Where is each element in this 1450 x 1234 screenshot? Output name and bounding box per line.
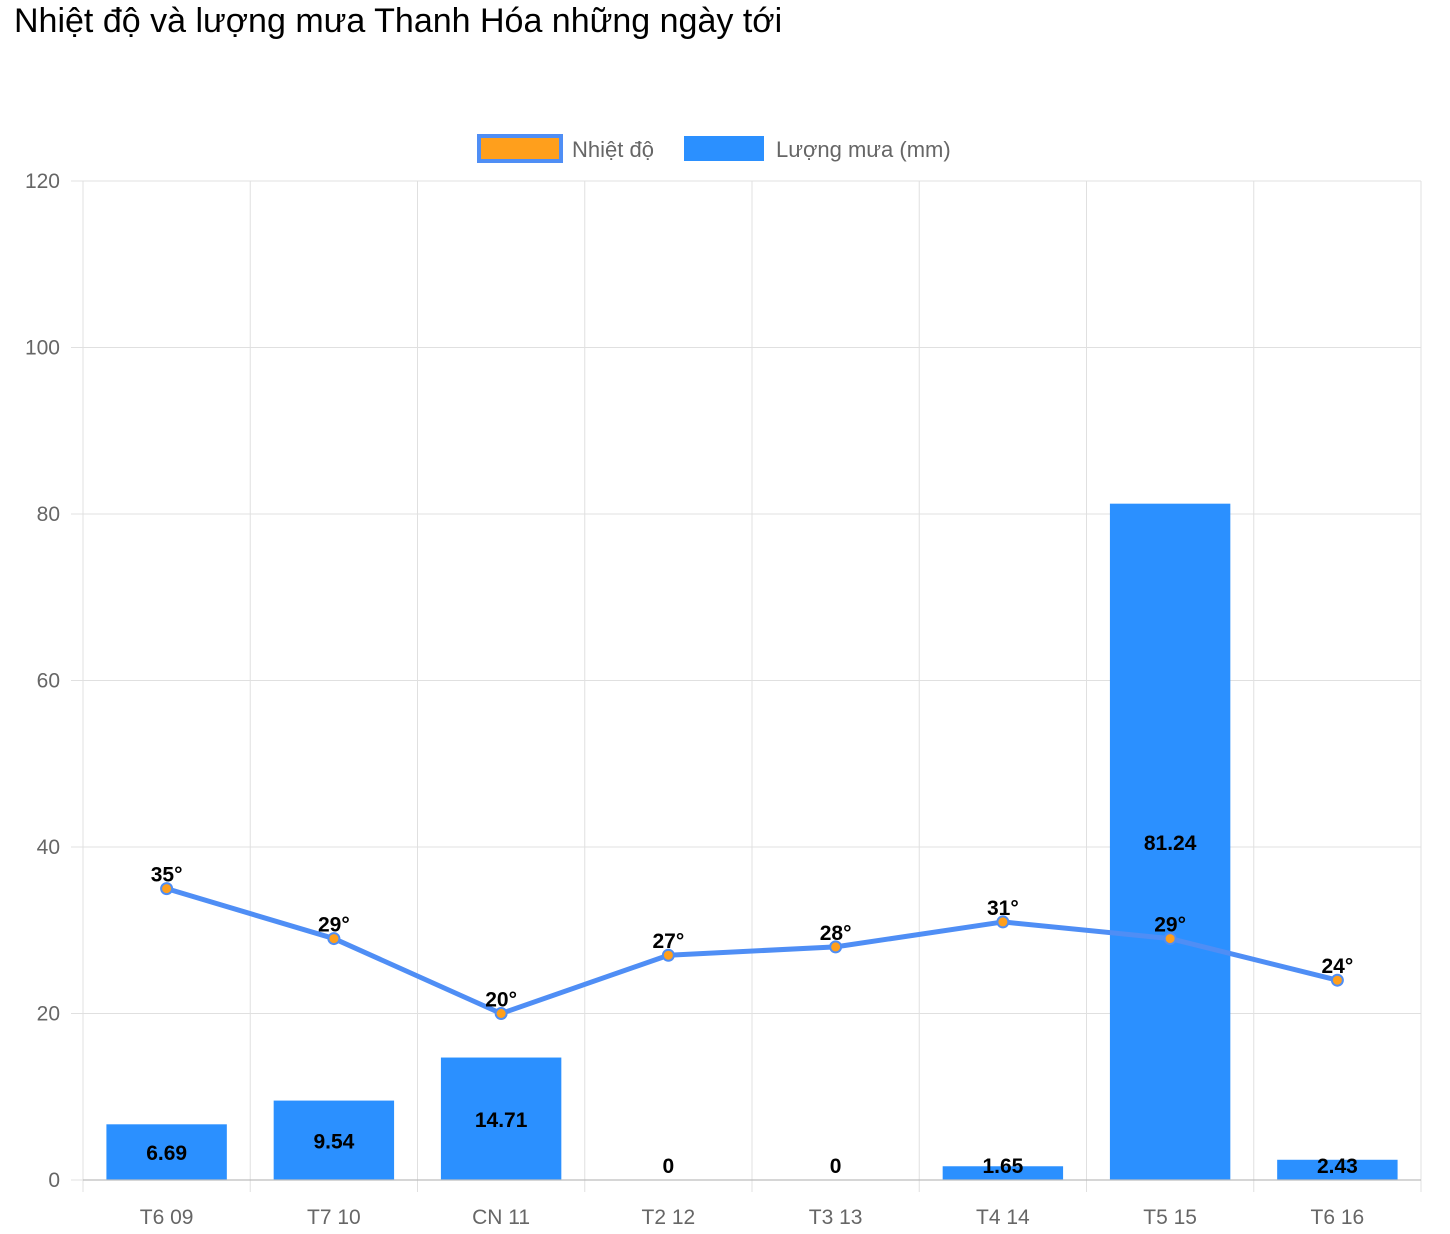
temperature-value-label: 20°	[485, 989, 517, 1012]
x-tick-label: T6 09	[140, 1206, 194, 1229]
temperature-value-label: 29°	[1154, 914, 1186, 937]
y-tick-label: 40	[37, 836, 60, 859]
y-tick-label: 120	[25, 170, 60, 193]
chart-title: Nhiệt độ và lượng mưa Thanh Hóa những ng…	[14, 2, 783, 40]
temperature-value-label: 35°	[151, 864, 183, 887]
y-tick-label: 80	[37, 503, 60, 526]
rain-value-label: 6.69	[146, 1142, 187, 1165]
rain-bar	[106, 1124, 227, 1180]
rain-bar	[273, 1100, 395, 1180]
temperature-point	[494, 1007, 508, 1020]
temperature-point	[829, 940, 843, 954]
x-tick-label: T4 14	[976, 1206, 1030, 1229]
temperature-point	[1163, 932, 1177, 946]
temperature-value-label: 24°	[1321, 955, 1353, 978]
x-tick-label: T5 15	[1143, 1206, 1197, 1229]
rain-value-label: 0	[830, 1155, 842, 1178]
y-tick-label: 0	[48, 1169, 60, 1192]
temperature-point	[996, 915, 1010, 929]
rain-value-label: 9.54	[313, 1130, 354, 1153]
temperature-value-label: 27°	[652, 930, 684, 953]
y-tick-label: 100	[25, 337, 60, 360]
rain-bar	[942, 1166, 1064, 1180]
y-tick-label: 60	[37, 670, 60, 693]
temperature-point	[661, 948, 675, 962]
temperature-point	[160, 882, 174, 896]
rain-value-label: 2.43	[1317, 1155, 1358, 1178]
temperature-value-label: 31°	[987, 897, 1019, 920]
y-tick-label: 20	[37, 1003, 60, 1026]
rain-value-label: 0	[663, 1155, 675, 1178]
temperature-line	[165, 886, 1338, 1016]
x-tick-label: T7 10	[307, 1206, 361, 1229]
x-tick-label: T6 16	[1311, 1206, 1365, 1229]
legend-label-rain[interactable]: Lượng mưa (mm)	[776, 137, 951, 162]
legend-swatch-rain[interactable]	[684, 136, 764, 161]
x-tick-label: T3 13	[809, 1206, 863, 1229]
legend-label-temperature[interactable]: Nhiệt độ	[572, 137, 654, 162]
rain-value-label: 81.24	[1144, 832, 1197, 855]
rain-bar	[1277, 1159, 1398, 1180]
rain-bar	[1109, 503, 1231, 1180]
temperature-point	[1330, 973, 1344, 987]
temperature-value-label: 28°	[820, 922, 852, 945]
temperature-point	[327, 932, 341, 946]
rain-value-label: 1.65	[982, 1155, 1023, 1178]
x-tick-label: CN 11	[472, 1206, 530, 1229]
x-tick-label: T2 12	[642, 1206, 696, 1229]
rain-value-label: 14.71	[475, 1109, 528, 1132]
temperature-value-label: 29°	[318, 914, 350, 937]
rain-bar	[440, 1057, 562, 1180]
legend-swatch-temperature[interactable]	[477, 134, 563, 163]
